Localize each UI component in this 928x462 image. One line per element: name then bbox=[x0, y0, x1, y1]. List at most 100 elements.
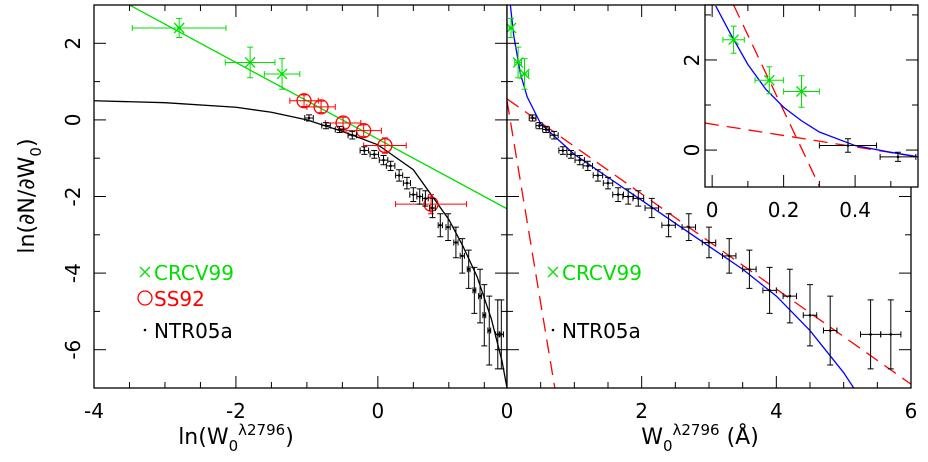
marker-dot bbox=[538, 124, 541, 127]
plot-area bbox=[94, 5, 507, 388]
marker-dot bbox=[889, 333, 893, 336]
y-error-bar bbox=[340, 116, 347, 130]
marker-circle bbox=[377, 137, 393, 154]
y-tick-label: 2 bbox=[680, 54, 704, 67]
y-tick-label: 0 bbox=[61, 114, 85, 127]
y-error-bar bbox=[360, 124, 367, 137]
marker-dot bbox=[446, 225, 450, 229]
label-part: ) bbox=[15, 138, 40, 147]
x-tick-label: 0 bbox=[501, 399, 514, 423]
label-part: λ2796 bbox=[238, 421, 285, 439]
y-tick-label: -4 bbox=[61, 263, 85, 283]
marker-dot bbox=[500, 333, 503, 336]
fit-line bbox=[715, 5, 918, 158]
dashed-fit-line bbox=[733, 5, 820, 187]
panel-background bbox=[94, 5, 507, 388]
marker-dot bbox=[473, 289, 476, 292]
marker-dot bbox=[351, 133, 354, 137]
x-tick-label: 0 bbox=[706, 198, 719, 222]
marker-dot bbox=[389, 164, 392, 168]
marker-dot bbox=[482, 313, 486, 317]
marker-dot bbox=[487, 329, 491, 332]
marker-dot bbox=[412, 193, 415, 196]
marker-dot bbox=[828, 329, 832, 332]
axis-label: W0λ2796 (Å) bbox=[641, 421, 759, 455]
panel-background bbox=[705, 5, 918, 187]
marker-circle bbox=[137, 290, 153, 306]
marker-dot bbox=[382, 158, 385, 162]
marker-dot bbox=[460, 254, 464, 258]
marker-circle bbox=[356, 122, 372, 139]
y-tick-label: 2 bbox=[61, 37, 85, 50]
marker-cross bbox=[763, 74, 775, 86]
marker-circle bbox=[423, 196, 439, 212]
marker-dot bbox=[405, 181, 409, 185]
marker-dot bbox=[637, 197, 640, 200]
marker-dot bbox=[307, 116, 311, 120]
marker-cross bbox=[276, 68, 288, 80]
fit-line bbox=[128, 5, 507, 210]
marker-dot bbox=[846, 144, 850, 147]
marker-dot bbox=[544, 128, 548, 131]
marker-dot bbox=[143, 328, 147, 332]
legend-label: CRCV99 bbox=[154, 261, 234, 285]
x-tick-label: -2 bbox=[226, 399, 246, 423]
y-tick-label: -6 bbox=[61, 340, 85, 360]
label-part: 0 bbox=[229, 437, 239, 455]
marker-dot bbox=[569, 153, 573, 156]
x-tick-label: 0.2 bbox=[768, 198, 800, 222]
label-part: ) bbox=[285, 425, 294, 450]
plot-area bbox=[507, 5, 911, 388]
label-part: 0 bbox=[663, 437, 673, 455]
marker-cross bbox=[512, 56, 524, 68]
legend-label: CRCV99 bbox=[562, 261, 642, 285]
x-tick-label: 0.4 bbox=[839, 198, 871, 222]
panel-frame bbox=[704, 4, 919, 188]
y-tick-label: -2 bbox=[61, 187, 85, 207]
label-part: ln(W bbox=[178, 425, 229, 450]
marker-dot bbox=[531, 116, 534, 120]
marker-dot bbox=[896, 155, 900, 159]
marker-dot bbox=[338, 128, 341, 131]
marker-cross bbox=[244, 56, 256, 68]
panel: 0 0.2 0.4 0 2 bbox=[680, 4, 919, 222]
marker-cross bbox=[796, 86, 807, 97]
marker-dot bbox=[616, 193, 620, 196]
marker-dot bbox=[431, 206, 434, 210]
marker-dot bbox=[650, 206, 654, 210]
x-tick-label: 6 bbox=[905, 399, 918, 423]
marker-dot bbox=[496, 333, 500, 336]
marker-cross bbox=[547, 266, 559, 278]
marker-cross bbox=[173, 22, 185, 34]
marker-dot bbox=[324, 124, 328, 127]
x-tick-label: 2 bbox=[635, 399, 648, 423]
marker-cross bbox=[507, 22, 517, 34]
y-error-bar bbox=[301, 94, 308, 107]
marker-cross bbox=[728, 34, 740, 46]
label-part: W bbox=[641, 425, 663, 450]
marker-dot bbox=[418, 195, 422, 198]
x-tick-label: 0 bbox=[371, 399, 384, 423]
plot-area bbox=[705, 5, 918, 187]
marker-dot bbox=[707, 241, 711, 244]
marker-cross bbox=[519, 68, 530, 80]
marker-circle bbox=[313, 99, 329, 115]
y-error-bar bbox=[381, 137, 388, 154]
marker-dot bbox=[788, 294, 792, 298]
marker-dot bbox=[596, 174, 600, 177]
x-tick-label: 4 bbox=[770, 399, 783, 423]
marker-dot bbox=[727, 254, 731, 258]
marker-dot bbox=[561, 149, 565, 152]
marker-dot bbox=[552, 133, 556, 137]
marker-dot bbox=[478, 294, 482, 298]
y-error-bar bbox=[318, 100, 325, 114]
legend-label: SS92 bbox=[154, 287, 205, 311]
marker-dot bbox=[606, 181, 610, 185]
label-part: λ2796 bbox=[673, 421, 720, 439]
axis-label: ln(W0λ2796) bbox=[178, 421, 294, 455]
fit-line bbox=[509, 5, 855, 388]
label-part: (Å) bbox=[720, 423, 759, 450]
x-tick-label: -4 bbox=[84, 399, 104, 423]
marker-dot bbox=[586, 164, 590, 168]
marker-dot bbox=[626, 195, 630, 198]
